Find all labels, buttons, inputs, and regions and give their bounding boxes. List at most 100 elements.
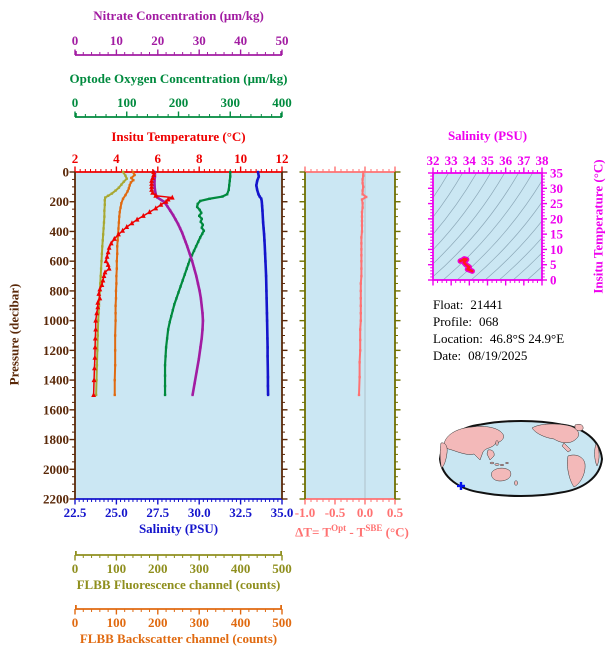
svg-text:10: 10: [550, 242, 563, 257]
svg-text:1400: 1400: [43, 373, 69, 388]
series-oxygen: [163, 170, 232, 397]
float-location-marker: [456, 481, 465, 490]
svg-text:1000: 1000: [43, 313, 69, 328]
delta-t-title-prefix: ΔT= T: [295, 524, 332, 540]
svg-text:50: 50: [276, 33, 289, 48]
ts-curve: [457, 256, 475, 274]
salinity-axis-title: Salinity (PSU): [138, 521, 219, 536]
svg-text:0: 0: [72, 615, 79, 630]
delta-t-title-suffix: (°C): [382, 524, 409, 540]
svg-text:35: 35: [550, 166, 564, 181]
svg-text:500: 500: [272, 615, 292, 630]
svg-text:0: 0: [72, 561, 79, 576]
float-info-block: Float: 21441 Profile: 068 Location: 46.8°S …: [433, 296, 564, 364]
float-id-label: Float:: [433, 297, 464, 312]
svg-text:1200: 1200: [43, 343, 69, 358]
svg-text:400: 400: [231, 615, 251, 630]
svg-text:4: 4: [113, 151, 120, 166]
profile-number-label: Profile:: [433, 314, 472, 329]
svg-text:33: 33: [445, 153, 459, 168]
svg-text:30: 30: [550, 181, 563, 196]
svg-text:300: 300: [189, 561, 209, 576]
svg-text:5: 5: [550, 257, 557, 272]
svg-text:10: 10: [110, 33, 123, 48]
svg-text:-1.0: -1.0: [295, 505, 316, 520]
svg-text:15: 15: [550, 227, 564, 242]
svg-text:0: 0: [72, 95, 79, 110]
svg-text:8: 8: [196, 151, 203, 166]
svg-text:400: 400: [272, 95, 292, 110]
svg-text:400: 400: [50, 224, 70, 239]
profile-number-row: Profile: 068: [433, 313, 564, 330]
location-value: 46.8°S 24.9°E: [489, 331, 565, 346]
svg-text:25.0: 25.0: [105, 505, 128, 520]
map-continents: [439, 423, 600, 488]
series-temperature: [91, 169, 175, 397]
date-row: Date: 08/19/2025: [433, 347, 564, 364]
location-row: Location: 46.8°S 24.9°E: [433, 330, 564, 347]
date-label: Date:: [433, 348, 462, 363]
svg-text:34: 34: [463, 153, 477, 168]
svg-text:-0.5: -0.5: [325, 505, 346, 520]
svg-text:200: 200: [148, 561, 168, 576]
svg-text:30.0: 30.0: [188, 505, 211, 520]
svg-text:36: 36: [499, 153, 513, 168]
svg-text:0: 0: [72, 33, 79, 48]
svg-text:2200: 2200: [43, 492, 69, 507]
float-id-row: Float: 21441: [433, 296, 564, 313]
series-salinity: [255, 170, 270, 397]
svg-text:22.5: 22.5: [64, 505, 87, 520]
delta-t-axis-title: ΔT= TOpt - TSBE (°C): [282, 521, 422, 539]
svg-text:30: 30: [193, 33, 206, 48]
svg-text:32.5: 32.5: [229, 505, 252, 520]
svg-text:27.5: 27.5: [146, 505, 169, 520]
location-label: Location:: [433, 331, 483, 346]
series-backscatter: [113, 170, 136, 397]
svg-text:12: 12: [276, 151, 289, 166]
svg-text:37: 37: [517, 153, 531, 168]
svg-text:100: 100: [107, 561, 127, 576]
svg-text:38: 38: [536, 153, 550, 168]
svg-text:0: 0: [63, 165, 70, 180]
svg-text:800: 800: [50, 283, 70, 298]
svg-text:200: 200: [169, 95, 189, 110]
svg-text:300: 300: [221, 95, 241, 110]
svg-text:1800: 1800: [43, 432, 69, 447]
fluorescence-axis-title: FLBB Fluorescence channel (counts): [76, 577, 281, 592]
svg-text:200: 200: [148, 615, 168, 630]
svg-text:20: 20: [151, 33, 164, 48]
svg-text:25: 25: [550, 196, 564, 211]
svg-text:0: 0: [550, 273, 557, 288]
svg-text:0.5: 0.5: [387, 505, 404, 520]
svg-text:32: 32: [427, 153, 440, 168]
svg-text:6: 6: [155, 151, 162, 166]
svg-text:100: 100: [107, 615, 127, 630]
ts-plot-title: Salinity (PSU): [447, 128, 528, 143]
delta-t-title-sup-sbe: SBE: [365, 523, 383, 533]
svg-text:2000: 2000: [43, 462, 69, 477]
date-value: 08/19/2025: [468, 348, 528, 363]
float-id-value: 21441: [470, 297, 503, 312]
svg-text:400: 400: [231, 561, 251, 576]
delta-t-title-sup-opt: Opt: [331, 523, 347, 533]
svg-text:35.0: 35.0: [271, 505, 294, 520]
series-delta-t: [357, 170, 368, 397]
svg-text:10: 10: [234, 151, 247, 166]
backscatter-axis-title: FLBB Backscatter channel (counts): [79, 631, 278, 646]
oxygen-axis-title: Optode Oxygen Concentration (μm/kg): [69, 71, 288, 86]
svg-text:100: 100: [117, 95, 137, 110]
svg-text:0.0: 0.0: [357, 505, 373, 520]
svg-text:500: 500: [272, 561, 292, 576]
svg-text:40: 40: [234, 33, 247, 48]
ts-contours: [433, 173, 542, 280]
svg-text:200: 200: [50, 194, 70, 209]
svg-text:1600: 1600: [43, 402, 69, 417]
profile-number-value: 068: [479, 314, 499, 329]
nitrate-axis-title: Nitrate Concentration (μm/kg): [93, 8, 264, 23]
svg-text:20: 20: [550, 211, 563, 226]
svg-text:600: 600: [50, 254, 70, 269]
svg-text:2: 2: [72, 151, 79, 166]
world-map: [438, 419, 604, 498]
